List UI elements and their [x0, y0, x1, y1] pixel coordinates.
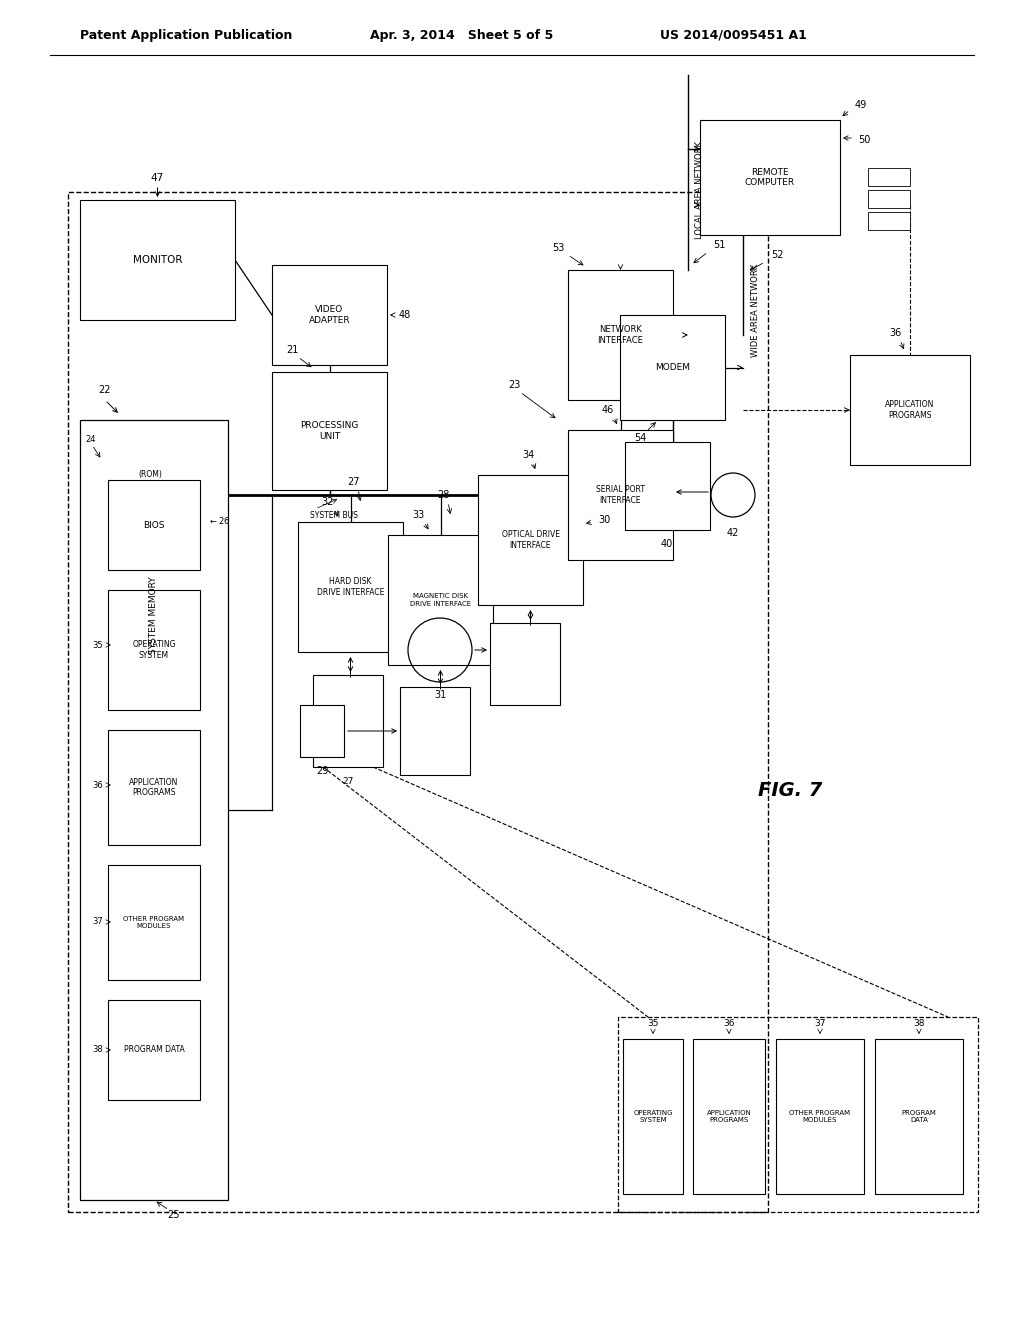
Text: OPERATING
SYSTEM: OPERATING SYSTEM: [132, 640, 176, 660]
Text: 38: 38: [913, 1019, 925, 1027]
Text: PROGRAM
DATA: PROGRAM DATA: [901, 1110, 936, 1123]
Bar: [108, 480, 200, 570]
Text: APPLICATION
PROGRAMS: APPLICATION PROGRAMS: [129, 777, 178, 797]
Bar: [300, 705, 344, 756]
Text: MAGNETIC DISK
DRIVE INTERFACE: MAGNETIC DISK DRIVE INTERFACE: [410, 594, 471, 606]
Text: SYSTEM MEMORY: SYSTEM MEMORY: [150, 577, 159, 653]
Text: WIDE AREA NETWORK: WIDE AREA NETWORK: [751, 264, 760, 356]
Text: OTHER PROGRAM
MODULES: OTHER PROGRAM MODULES: [790, 1110, 851, 1123]
Text: 51: 51: [713, 240, 725, 249]
Text: 21: 21: [286, 345, 298, 355]
Bar: [568, 271, 673, 400]
Bar: [388, 535, 493, 665]
Text: US 2014/0095451 A1: US 2014/0095451 A1: [660, 29, 807, 41]
Bar: [620, 315, 725, 420]
Text: LOCAL AREA NETWORK: LOCAL AREA NETWORK: [695, 141, 705, 239]
Text: OPTICAL DRIVE
INTERFACE: OPTICAL DRIVE INTERFACE: [502, 531, 559, 549]
Text: 40: 40: [660, 539, 673, 549]
Text: APPLICATION
PROGRAMS: APPLICATION PROGRAMS: [886, 400, 935, 420]
Text: SERIAL PORT
INTERFACE: SERIAL PORT INTERFACE: [596, 486, 645, 504]
Bar: [776, 1039, 864, 1195]
Text: 38: 38: [92, 1045, 103, 1055]
Bar: [298, 521, 403, 652]
Text: 47: 47: [151, 173, 164, 183]
Text: 48: 48: [399, 310, 412, 319]
Text: 53: 53: [552, 243, 564, 253]
Text: 30: 30: [598, 515, 610, 525]
Text: 52: 52: [771, 249, 783, 260]
Bar: [625, 442, 710, 531]
Text: VIDEO
ADAPTER: VIDEO ADAPTER: [308, 305, 350, 325]
Bar: [478, 475, 583, 605]
Text: 35: 35: [92, 640, 103, 649]
Text: BIOS: BIOS: [143, 520, 165, 529]
Text: HARD DISK
DRIVE INTERFACE: HARD DISK DRIVE INTERFACE: [316, 577, 384, 597]
Bar: [80, 420, 228, 1200]
Bar: [868, 190, 910, 209]
Text: SYSTEM BUS: SYSTEM BUS: [310, 511, 357, 520]
Bar: [108, 865, 200, 979]
Text: 27: 27: [347, 477, 359, 487]
Text: Patent Application Publication: Patent Application Publication: [80, 29, 293, 41]
Bar: [272, 265, 387, 366]
Bar: [400, 686, 470, 775]
Text: 36: 36: [92, 780, 103, 789]
Text: 34: 34: [522, 450, 535, 459]
Bar: [272, 372, 387, 490]
Bar: [80, 201, 234, 319]
Text: MONITOR: MONITOR: [133, 255, 182, 265]
Text: FIG. 7: FIG. 7: [758, 780, 822, 800]
Bar: [108, 1001, 200, 1100]
Bar: [700, 120, 840, 235]
Bar: [693, 1039, 765, 1195]
Bar: [108, 590, 200, 710]
Text: PROCESSING
UNIT: PROCESSING UNIT: [300, 421, 358, 441]
Text: 37: 37: [92, 917, 103, 927]
Bar: [68, 191, 768, 1212]
Text: 28: 28: [437, 490, 450, 500]
Text: OPERATING
SYSTEM: OPERATING SYSTEM: [633, 1110, 673, 1123]
Text: 33: 33: [412, 510, 424, 520]
Text: REMOTE
COMPUTER: REMOTE COMPUTER: [744, 168, 795, 187]
Text: 31: 31: [434, 690, 446, 700]
Text: 54: 54: [634, 433, 646, 444]
Text: $\leftarrow$26: $\leftarrow$26: [208, 515, 230, 525]
Text: NETWORK
INTERFACE: NETWORK INTERFACE: [598, 325, 643, 345]
Text: 27: 27: [342, 776, 353, 785]
Bar: [868, 213, 910, 230]
Text: 46: 46: [602, 405, 614, 414]
Text: 25: 25: [168, 1210, 180, 1220]
Text: (ROM): (ROM): [138, 470, 162, 479]
Text: 42: 42: [727, 528, 739, 539]
Bar: [313, 675, 383, 767]
Text: 49: 49: [855, 100, 867, 110]
Bar: [490, 623, 560, 705]
Text: 36: 36: [889, 327, 901, 338]
Text: MODEM: MODEM: [655, 363, 690, 372]
Text: 22: 22: [98, 385, 111, 395]
Text: PROGRAM DATA: PROGRAM DATA: [124, 1045, 184, 1055]
Text: 36: 36: [723, 1019, 735, 1027]
Text: OTHER PROGRAM
MODULES: OTHER PROGRAM MODULES: [124, 916, 184, 929]
Text: 35: 35: [647, 1019, 658, 1027]
Bar: [850, 355, 970, 465]
Text: Apr. 3, 2014   Sheet 5 of 5: Apr. 3, 2014 Sheet 5 of 5: [370, 29, 553, 41]
Text: APPLICATION
PROGRAMS: APPLICATION PROGRAMS: [707, 1110, 752, 1123]
Text: 23: 23: [508, 380, 520, 389]
Text: 24: 24: [85, 436, 95, 445]
Bar: [623, 1039, 683, 1195]
Bar: [874, 1039, 963, 1195]
Bar: [108, 730, 200, 845]
Bar: [568, 430, 673, 560]
Text: 29: 29: [315, 766, 328, 776]
Text: 37: 37: [814, 1019, 825, 1027]
Text: 50: 50: [858, 135, 870, 145]
Text: 32: 32: [322, 498, 334, 507]
Bar: [868, 168, 910, 186]
Bar: [618, 1016, 978, 1212]
